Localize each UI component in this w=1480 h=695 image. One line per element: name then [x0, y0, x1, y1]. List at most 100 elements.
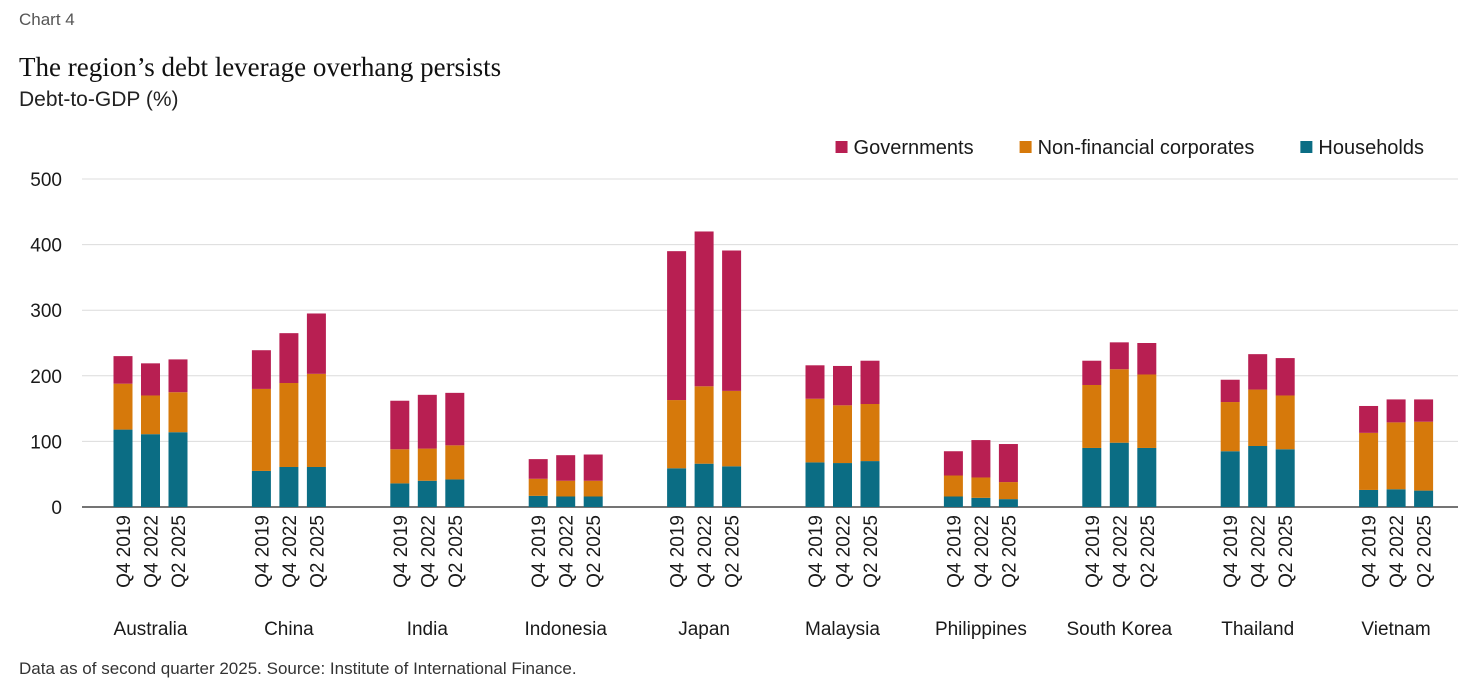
- bar-philippines-q4-2019-non-financial-corporates: [943, 475, 963, 497]
- bar-vietnam-q4-2019-non-financial-corporates: [1359, 432, 1379, 490]
- bar-australia-q2-2025-households: [168, 432, 188, 507]
- bar-china-q4-2019-non-financial-corporates: [251, 388, 271, 471]
- x-tick-label-thailand-q2-2025: Q2 2025: [1276, 515, 1297, 588]
- legend-swatch-governments: [835, 141, 848, 153]
- legend-swatch-non-financial-corporates: [1019, 141, 1032, 153]
- legend-swatch-households: [1300, 141, 1313, 153]
- bar-malaysia-q4-2022-governments: [833, 365, 852, 406]
- bar-china-q4-2022-households: [279, 466, 299, 507]
- x-tick-label-india-q4-2022: Q4 2022: [418, 515, 439, 588]
- bar-australia-q4-2022-non-financial-corporates: [141, 395, 160, 435]
- x-tick-label-south-korea-q2-2025: Q2 2025: [1138, 515, 1159, 588]
- x-tick-label-australia-q4-2022: Q4 2022: [142, 515, 163, 588]
- bar-china-q4-2022-governments: [279, 333, 299, 384]
- x-tick-label-malaysia-q2-2025: Q2 2025: [861, 515, 882, 588]
- bar-south-korea-q2-2025-non-financial-corporates: [1137, 374, 1157, 448]
- bar-indonesia-q4-2019-governments: [528, 459, 548, 479]
- bar-japan-q4-2022-households: [694, 463, 714, 507]
- bar-group-china: [251, 313, 326, 507]
- bar-japan-q4-2019-households: [667, 468, 687, 507]
- bar-thailand-q2-2025-governments: [1275, 358, 1295, 396]
- bar-group-australia: [113, 356, 188, 507]
- category-label-vietnam: Vietnam: [1361, 619, 1430, 640]
- bar-south-korea-q2-2025-governments: [1137, 343, 1157, 375]
- bar-australia-q4-2022-governments: [141, 363, 160, 396]
- bar-india-q2-2025-governments: [445, 392, 465, 446]
- y-tick-label-0: 0: [51, 498, 62, 519]
- x-tick-label-philippines-q2-2025: Q2 2025: [999, 515, 1020, 588]
- bar-indonesia-q2-2025-non-financial-corporates: [583, 480, 603, 497]
- bar-indonesia-q2-2025-households: [583, 496, 603, 507]
- x-tick-label-china-q4-2022: Q4 2022: [280, 515, 301, 588]
- x-tick-label-south-korea-q4-2022: Q4 2022: [1110, 515, 1131, 588]
- bar-group-japan: [667, 231, 742, 507]
- bar-india-q2-2025-non-financial-corporates: [445, 445, 465, 480]
- bar-india-q4-2019-households: [390, 483, 410, 507]
- x-tick-label-vietnam-q2-2025: Q2 2025: [1415, 515, 1436, 588]
- category-label-indonesia: Indonesia: [524, 619, 607, 640]
- bar-indonesia-q2-2025-governments: [583, 454, 603, 481]
- bar-india-q4-2019-governments: [390, 400, 410, 450]
- bar-indonesia-q4-2019-households: [528, 495, 548, 507]
- category-label-south-korea: South Korea: [1066, 619, 1172, 640]
- bar-philippines-q4-2019-households: [943, 496, 963, 507]
- x-tick-label-malaysia-q4-2019: Q4 2019: [806, 515, 827, 588]
- y-tick-label-300: 300: [30, 301, 62, 322]
- chart-subtitle: Debt-to-GDP (%): [19, 88, 179, 111]
- bar-japan-q2-2025-governments: [722, 250, 742, 391]
- category-label-china: China: [264, 619, 314, 640]
- bar-philippines-q2-2025-households: [998, 499, 1018, 507]
- legend: Households Non-financial corporates Govern…: [835, 137, 1424, 159]
- bar-thailand-q4-2022-non-financial-corporates: [1248, 389, 1268, 446]
- bar-vietnam-q2-2025-non-financial-corporates: [1414, 421, 1434, 491]
- bar-china-q2-2025-governments: [306, 313, 326, 374]
- bar-group-india: [390, 392, 465, 507]
- bar-group-philippines: [943, 440, 1018, 507]
- bar-philippines-q2-2025-governments: [998, 444, 1018, 483]
- bar-china-q4-2022-non-financial-corporates: [279, 383, 299, 467]
- bar-indonesia-q4-2022-governments: [556, 455, 576, 481]
- legend-label-governments: Governments: [854, 137, 974, 159]
- x-tick-label-malaysia-q4-2022: Q4 2022: [834, 515, 855, 588]
- bar-india-q2-2025-households: [445, 479, 465, 507]
- x-tick-label-indonesia-q2-2025: Q2 2025: [584, 515, 605, 588]
- bar-south-korea-q4-2022-non-financial-corporates: [1109, 369, 1129, 443]
- category-label-philippines: Philippines: [935, 619, 1027, 640]
- bar-japan-q2-2025-non-financial-corporates: [722, 390, 742, 467]
- bar-south-korea-q2-2025-households: [1137, 447, 1157, 507]
- bar-south-korea-q4-2022-households: [1109, 442, 1129, 507]
- bar-china-q4-2019-governments: [251, 350, 271, 389]
- bar-thailand-q2-2025-households: [1275, 449, 1295, 507]
- bar-thailand-q4-2022-households: [1248, 445, 1268, 507]
- bar-indonesia-q4-2022-non-financial-corporates: [556, 480, 576, 497]
- bar-malaysia-q4-2019-governments: [805, 365, 825, 399]
- x-tick-label-china-q2-2025: Q2 2025: [307, 515, 328, 588]
- bar-malaysia-q2-2025-households: [860, 461, 880, 507]
- footnote: Data as of second quarter 2025. Source: …: [19, 659, 577, 678]
- y-tick-label-100: 100: [30, 432, 62, 453]
- bar-malaysia-q2-2025-governments: [860, 360, 880, 405]
- bar-australia-q2-2025-governments: [168, 359, 188, 393]
- stacked-bar-chart: 0 100 200 300 400 500 Q4 2019 Q4 2022 Q2 2025 Au…: [30, 137, 1458, 640]
- x-tick-label-japan-q2-2025: Q2 2025: [723, 515, 744, 588]
- x-tick-label-japan-q4-2022: Q4 2022: [695, 515, 716, 588]
- x-tick-label-japan-q4-2019: Q4 2019: [668, 515, 689, 588]
- bar-india-q4-2019-non-financial-corporates: [390, 449, 410, 484]
- bar-india-q4-2022-households: [417, 480, 437, 507]
- bar-australia-q4-2019-non-financial-corporates: [113, 383, 133, 430]
- bar-thailand-q2-2025-non-financial-corporates: [1275, 395, 1295, 450]
- bar-japan-q4-2019-non-financial-corporates: [667, 400, 687, 469]
- bar-japan-q2-2025-households: [722, 466, 742, 507]
- x-tick-label-china-q4-2019: Q4 2019: [252, 515, 273, 588]
- bar-japan-q4-2022-governments: [694, 231, 714, 387]
- bar-australia-q4-2019-households: [113, 429, 133, 507]
- x-tick-label-vietnam-q4-2019: Q4 2019: [1360, 515, 1381, 588]
- bar-south-korea-q4-2019-governments: [1082, 360, 1102, 385]
- bar-group-south-korea: [1082, 342, 1157, 507]
- bar-thailand-q4-2022-governments: [1248, 354, 1268, 390]
- bar-india-q4-2022-governments: [417, 394, 437, 449]
- bar-vietnam-q2-2025-households: [1414, 490, 1434, 507]
- bar-malaysia-q4-2019-non-financial-corporates: [805, 398, 825, 463]
- bar-india-q4-2022-non-financial-corporates: [417, 448, 437, 481]
- bar-japan-q4-2019-governments: [667, 251, 687, 401]
